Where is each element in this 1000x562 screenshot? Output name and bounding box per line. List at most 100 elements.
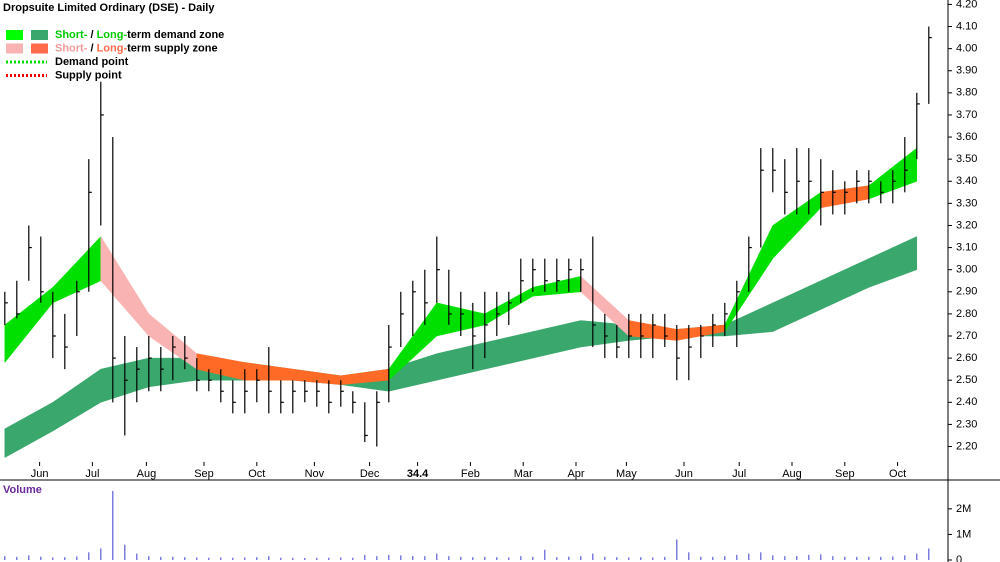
volume-bar <box>784 556 786 560</box>
legend-text: Long- <box>97 42 128 54</box>
y-tick-label: 3.10 <box>956 241 977 253</box>
volume-bar <box>316 557 318 560</box>
volume-bar <box>472 557 474 560</box>
volume-bar <box>664 556 666 560</box>
x-tick-label: Oct <box>248 468 265 480</box>
y-tick-label: 1M <box>956 528 971 540</box>
volume-bar <box>928 548 930 560</box>
y-tick-label: 2.80 <box>956 308 977 320</box>
volume-bar <box>436 553 438 560</box>
volume-bar <box>304 557 306 560</box>
volume-bar <box>448 556 450 560</box>
x-tick-label: Mar <box>514 468 533 480</box>
y-tick-label: 4.20 <box>956 0 977 10</box>
volume-bar <box>880 556 882 560</box>
volume-bar <box>40 556 42 560</box>
volume-bar <box>280 557 282 560</box>
y-tick-label: 3.30 <box>956 197 977 209</box>
volume-bar <box>160 556 162 560</box>
y-tick-label: 3.60 <box>956 131 977 143</box>
volume-bar <box>532 556 534 560</box>
volume-bar <box>832 556 834 560</box>
y-tick-label: 3.90 <box>956 65 977 77</box>
volume-bar <box>400 555 402 560</box>
volume-bar <box>736 554 738 560</box>
y-tick-label: 2.30 <box>956 418 977 430</box>
y-tick-label: 3.20 <box>956 219 977 231</box>
y-tick-label: 2.50 <box>956 374 977 386</box>
volume-bar <box>220 557 222 560</box>
volume-bar <box>208 557 210 560</box>
legend-text: / <box>87 42 96 54</box>
volume-bar <box>76 556 78 560</box>
y-tick-label: 2.70 <box>956 330 977 342</box>
volume-bar <box>712 556 714 560</box>
legend-text: Supply point <box>55 69 122 81</box>
x-tick-label: Dec <box>360 468 380 480</box>
y-tick-label: 3.70 <box>956 109 977 121</box>
x-tick-label: Aug <box>782 468 802 480</box>
volume-bar <box>616 557 618 560</box>
volume-bar <box>88 552 90 560</box>
volume-bar <box>496 557 498 560</box>
volume-bar <box>388 554 390 560</box>
volume-bar <box>544 549 546 560</box>
x-tick-label: Apr <box>567 468 584 480</box>
legend-swatch <box>31 43 48 54</box>
volume-bar <box>748 553 750 560</box>
x-tick-label: Aug <box>137 468 157 480</box>
legend-text: Demand point <box>55 56 129 68</box>
volume-bar <box>568 556 570 560</box>
volume-bar <box>808 554 810 560</box>
y-tick-label: 2M <box>956 503 971 515</box>
x-tick-label: Oct <box>889 468 906 480</box>
volume-bar <box>676 539 678 560</box>
volume-bar <box>856 556 858 560</box>
volume-bar <box>52 557 54 560</box>
y-tick-label: 0 <box>956 554 962 562</box>
volume-bar <box>604 556 606 560</box>
x-tick-label: Jul <box>85 468 99 480</box>
volume-bar <box>172 556 174 560</box>
legend-text: / <box>87 29 96 41</box>
volume-bar <box>184 557 186 560</box>
volume-bar <box>148 556 150 560</box>
volume-bar <box>136 553 138 560</box>
volume-title: Volume <box>3 484 42 496</box>
volume-bar <box>628 557 630 560</box>
volume-bar <box>520 556 522 560</box>
x-tick-label: Feb <box>461 468 480 480</box>
volume-bar <box>508 557 510 560</box>
legend-text: term supply zone <box>127 42 217 54</box>
volume-bar <box>292 557 294 560</box>
y-tick-label: 4.10 <box>956 20 977 32</box>
volume-bar <box>688 552 690 560</box>
volume-bar <box>484 556 486 560</box>
volume-bar <box>100 548 102 560</box>
volume-bar <box>28 555 30 560</box>
x-tick-label: Jul <box>732 468 746 480</box>
volume-bar <box>232 557 234 560</box>
volume-bar <box>112 490 114 560</box>
volume-bar <box>904 555 906 560</box>
volume-bar <box>592 553 594 560</box>
volume-bar <box>700 556 702 560</box>
volume-bar <box>844 556 846 560</box>
volume-bar <box>772 555 774 560</box>
volume-bar <box>424 556 426 560</box>
y-tick-label: 3.00 <box>956 264 977 276</box>
x-tick-label: Jun <box>31 468 49 480</box>
x-tick-label: Sep <box>194 468 214 480</box>
y-tick-label: 2.40 <box>956 396 977 408</box>
volume-bar <box>760 552 762 560</box>
volume-bar <box>580 556 582 560</box>
volume-bar <box>724 556 726 560</box>
volume-bar <box>796 555 798 560</box>
volume-bar <box>820 554 822 560</box>
volume-bar <box>268 556 270 560</box>
chart-title: Dropsuite Limited Ordinary (DSE) - Daily <box>3 2 215 14</box>
y-tick-label: 2.20 <box>956 440 977 452</box>
legend-swatch <box>6 30 23 40</box>
x-tick-label: Sep <box>835 468 855 480</box>
x-tick-label: Nov <box>305 468 325 480</box>
